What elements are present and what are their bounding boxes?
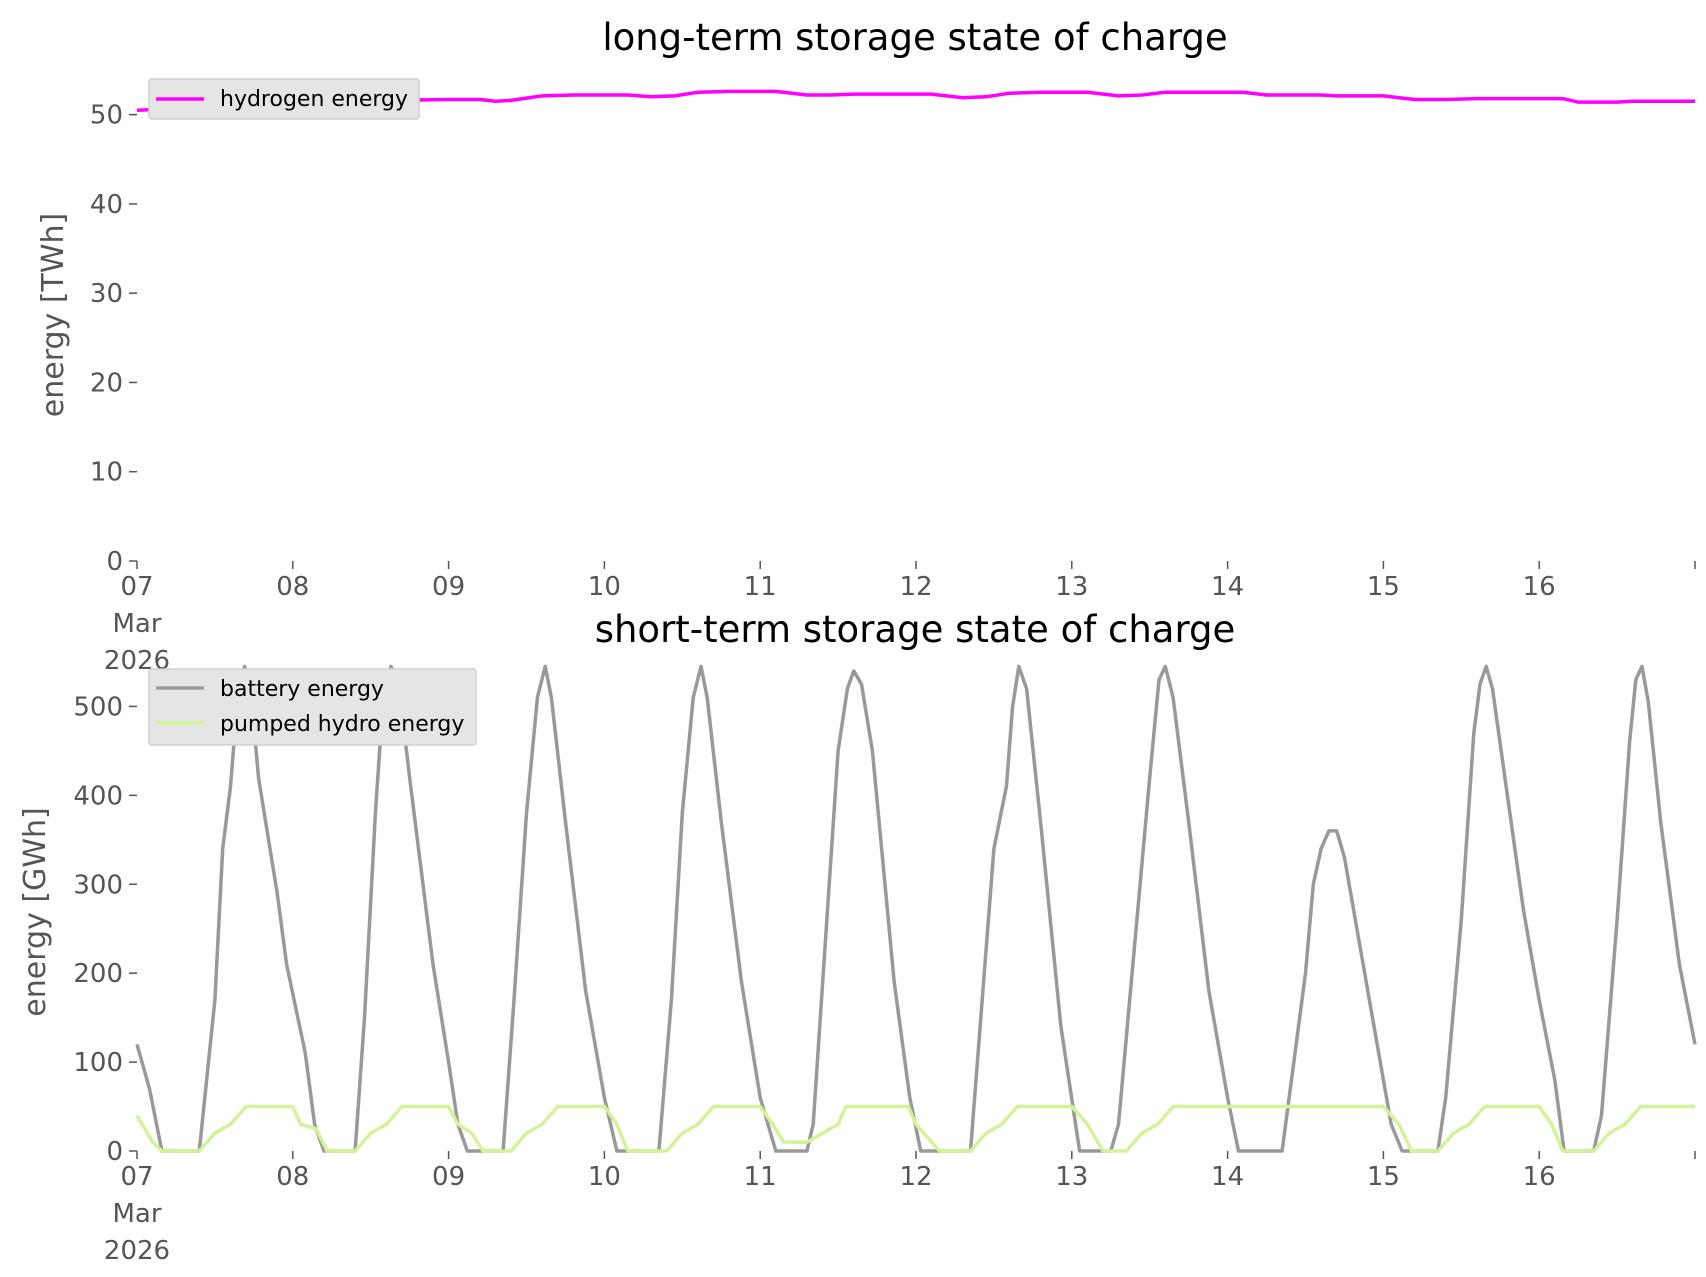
legend: battery energy pumped hydro energy bbox=[148, 668, 477, 746]
y-tick-label: 20 bbox=[90, 368, 123, 398]
y-axis-label: energy [GWh] bbox=[18, 807, 53, 1016]
legend-box bbox=[148, 78, 420, 120]
x-tick-label: 12 bbox=[899, 1162, 932, 1192]
x-tick-sublabel: 2026 bbox=[104, 1236, 170, 1266]
x-tick-label: 14 bbox=[1211, 572, 1244, 602]
y-tick-label: 30 bbox=[90, 279, 123, 309]
x-tick-label: 13 bbox=[1055, 1162, 1088, 1192]
x-axis: 07 Mar 2026 08 09 10 11 12 13 14 15 16 bbox=[104, 1151, 1696, 1266]
x-tick-label: 07 bbox=[120, 1162, 153, 1192]
y-axis: 0 10 20 30 40 50 bbox=[90, 101, 137, 577]
y-tick-label: 100 bbox=[73, 1048, 123, 1078]
plot-area bbox=[135, 664, 1697, 1153]
y-tick-label: 500 bbox=[73, 692, 123, 722]
y-tick-label: 40 bbox=[90, 190, 123, 220]
x-tick-label: 14 bbox=[1211, 1162, 1244, 1192]
chart-title: long-term storage state of charge bbox=[602, 16, 1227, 59]
legend-label-pumped-hydro-energy: pumped hydro energy bbox=[220, 712, 464, 737]
legend-box bbox=[148, 668, 477, 746]
legend-label-battery-energy: battery energy bbox=[220, 677, 384, 702]
legend-label-hydrogen-energy: hydrogen energy bbox=[220, 87, 408, 112]
short-term-chart-panel: short-term storage state of charge energ… bbox=[18, 608, 1697, 1266]
x-tick-label: 10 bbox=[588, 1162, 621, 1192]
x-tick-label: 16 bbox=[1523, 572, 1556, 602]
x-tick-label: 11 bbox=[744, 572, 777, 602]
x-tick-label: 15 bbox=[1367, 1162, 1400, 1192]
y-tick-label: 50 bbox=[90, 101, 123, 131]
series-line-pumped-hydro-energy bbox=[135, 1104, 1695, 1153]
x-tick-label: 07 bbox=[120, 572, 153, 602]
y-tick-label: 10 bbox=[90, 458, 123, 488]
x-tick-label: 16 bbox=[1523, 1162, 1556, 1192]
y-tick-label: 200 bbox=[73, 959, 123, 989]
x-tick-label: 09 bbox=[432, 572, 465, 602]
x-tick-label: 12 bbox=[899, 572, 932, 602]
y-axis-label: energy [TWh] bbox=[36, 213, 71, 417]
x-tick-sublabel: Mar bbox=[112, 1199, 161, 1229]
y-tick-label: 0 bbox=[106, 1137, 123, 1167]
x-tick-label: 11 bbox=[744, 1162, 777, 1192]
y-tick-label: 400 bbox=[73, 781, 123, 811]
y-tick-label: 0 bbox=[106, 547, 123, 577]
x-tick-label: 13 bbox=[1055, 572, 1088, 602]
x-tick-label: 08 bbox=[276, 1162, 309, 1192]
y-axis: 0 100 200 300 400 500 bbox=[73, 692, 137, 1167]
x-tick-label: 08 bbox=[276, 572, 309, 602]
x-tick-sublabel: Mar bbox=[112, 609, 161, 639]
series-line-battery-energy bbox=[135, 664, 1697, 1153]
long-term-chart-panel: long-term storage state of charge energy… bbox=[36, 16, 1696, 676]
y-tick-label: 300 bbox=[73, 870, 123, 900]
x-tick-label: 09 bbox=[432, 1162, 465, 1192]
plot-area bbox=[136, 89, 1695, 114]
series-line-hydrogen-energy bbox=[136, 89, 1695, 114]
chart-title: short-term storage state of charge bbox=[595, 608, 1236, 651]
legend: hydrogen energy bbox=[148, 78, 420, 120]
x-tick-label: 10 bbox=[588, 572, 621, 602]
x-tick-label: 15 bbox=[1367, 572, 1400, 602]
